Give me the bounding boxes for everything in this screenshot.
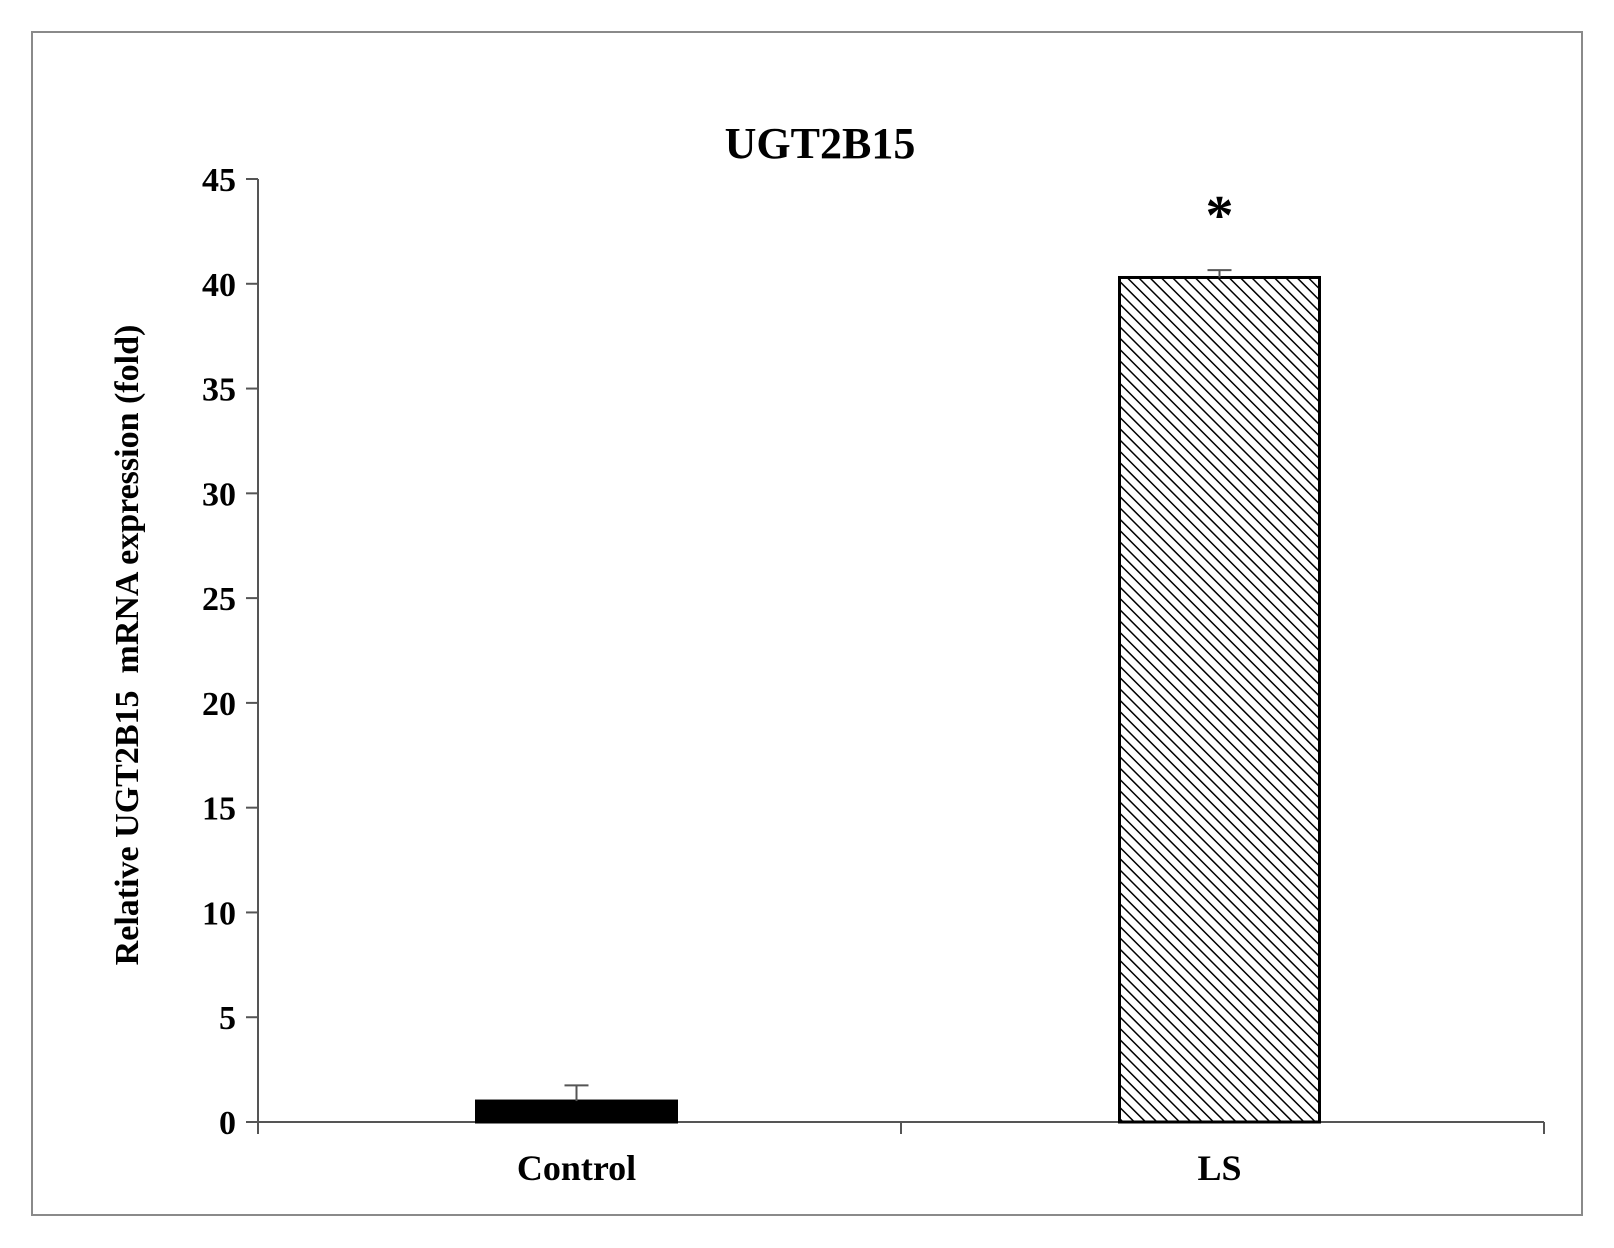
y-tick-label: 0 [219, 1105, 236, 1142]
y-tick-label: 5 [219, 1000, 236, 1037]
y-tick-label: 45 [202, 162, 236, 199]
y-tick-label: 35 [202, 372, 236, 409]
y-tick-label: 30 [202, 476, 236, 513]
chart-border [31, 31, 1583, 1216]
bar-ls [1118, 275, 1321, 1124]
x-axis-ticks: Control LS [257, 1122, 1545, 1188]
y-tick-label: 15 [202, 791, 236, 828]
y-tick-label: 40 [202, 267, 236, 304]
chart-title: UGT2B15 [725, 119, 916, 168]
significance-asterisk: * [1206, 185, 1234, 247]
error-bars [564, 269, 1232, 1102]
bar-control [475, 1099, 678, 1124]
bars [475, 275, 1321, 1124]
y-tick-label: 10 [202, 895, 236, 932]
annotations: * [1206, 185, 1234, 247]
y-tick-label: 25 [202, 581, 236, 618]
y-tick-label: 20 [202, 686, 236, 723]
y-axis-ticks: 0 5 10 15 20 25 30 35 40 45 [202, 162, 258, 1142]
x-tick-label: Control [517, 1148, 636, 1188]
x-tick-label: LS [1197, 1148, 1241, 1188]
y-axis-label: Relative UGT2B15 mRNA expression (fold) [109, 325, 146, 966]
